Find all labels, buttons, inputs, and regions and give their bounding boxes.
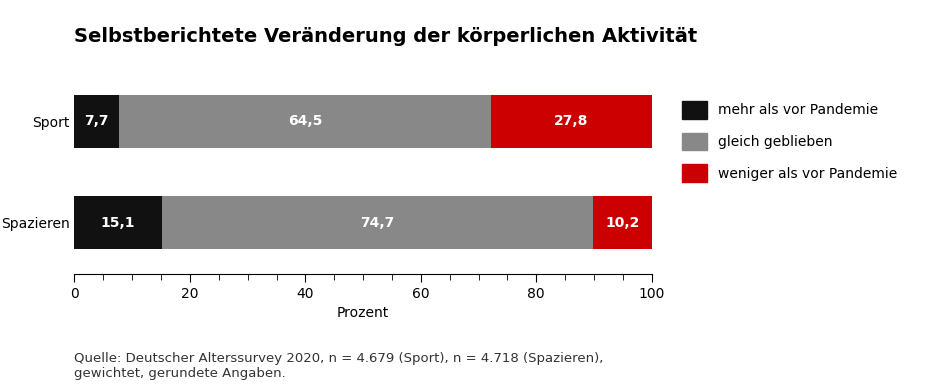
- Text: 7,7: 7,7: [85, 114, 109, 128]
- Legend: mehr als vor Pandemie, gleich geblieben, weniger als vor Pandemie: mehr als vor Pandemie, gleich geblieben,…: [681, 101, 897, 182]
- Bar: [74, 196, 162, 249]
- Bar: [119, 95, 492, 148]
- Text: 15,1: 15,1: [101, 216, 135, 230]
- Text: 74,7: 74,7: [360, 216, 395, 230]
- Text: 10,2: 10,2: [605, 216, 640, 230]
- Text: 27,8: 27,8: [554, 114, 588, 128]
- Bar: [74, 95, 119, 148]
- Bar: [492, 95, 652, 148]
- Bar: [593, 196, 652, 249]
- Text: Quelle: Deutscher Alterssurvey 2020, n = 4.679 (Sport), n = 4.718 (Spazieren),
g: Quelle: Deutscher Alterssurvey 2020, n =…: [74, 352, 604, 380]
- X-axis label: Prozent: Prozent: [337, 307, 389, 321]
- Text: 64,5: 64,5: [288, 114, 322, 128]
- Bar: [162, 196, 593, 249]
- Text: Selbstberichtete Veränderung der körperlichen Aktivität: Selbstberichtete Veränderung der körperl…: [74, 27, 697, 47]
